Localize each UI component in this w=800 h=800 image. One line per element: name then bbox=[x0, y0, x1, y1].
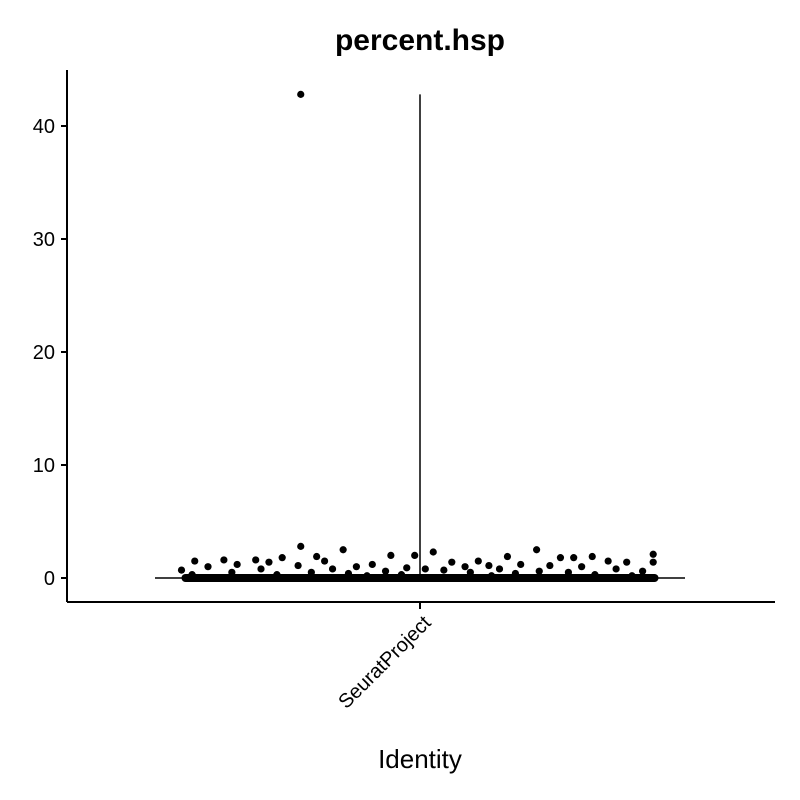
zero-points-band bbox=[181, 574, 659, 582]
data-point bbox=[228, 568, 236, 576]
data-point bbox=[403, 564, 411, 572]
data-point bbox=[474, 557, 482, 565]
data-point bbox=[503, 552, 512, 561]
data-point bbox=[628, 572, 636, 580]
x-tick-label: SeuratProject bbox=[334, 612, 436, 714]
data-point bbox=[578, 563, 586, 571]
data-point bbox=[352, 563, 360, 571]
y-tick-label: 20 bbox=[33, 342, 55, 364]
data-point bbox=[487, 572, 496, 580]
data-point bbox=[421, 565, 429, 573]
axes: 0 10 20 30 40 SeuratProject bbox=[33, 70, 775, 713]
data-point bbox=[328, 565, 337, 573]
data-point bbox=[387, 551, 395, 560]
data-point bbox=[639, 567, 647, 575]
data-point bbox=[612, 565, 620, 573]
data-point bbox=[623, 558, 631, 566]
chart-title: percent.hsp bbox=[335, 24, 505, 57]
data-point bbox=[546, 561, 554, 570]
data-point bbox=[461, 563, 469, 571]
plot-area bbox=[155, 90, 685, 582]
y-tick-label: 10 bbox=[33, 455, 55, 477]
data-point bbox=[381, 567, 390, 575]
data-point bbox=[604, 557, 612, 565]
data-point bbox=[570, 554, 578, 562]
x-axis-title: Identity bbox=[378, 744, 462, 774]
data-point bbox=[294, 561, 302, 570]
data-point bbox=[649, 558, 657, 566]
data-point bbox=[265, 558, 273, 566]
data-point bbox=[533, 546, 541, 554]
data-point bbox=[188, 571, 196, 579]
data-point bbox=[273, 571, 281, 579]
data-point bbox=[591, 571, 599, 579]
data-point bbox=[564, 568, 573, 576]
data-point bbox=[257, 565, 265, 573]
data-point bbox=[535, 567, 543, 575]
data-point bbox=[307, 568, 315, 576]
data-point bbox=[297, 542, 305, 550]
data-point bbox=[339, 546, 347, 554]
data-point bbox=[429, 548, 437, 556]
data-point bbox=[313, 552, 321, 561]
data-point bbox=[495, 565, 504, 573]
data-point bbox=[485, 561, 493, 570]
y-tick-label: 0 bbox=[44, 568, 55, 590]
data-point bbox=[448, 558, 456, 566]
data-point bbox=[411, 551, 419, 560]
data-point bbox=[397, 571, 406, 579]
data-point bbox=[649, 550, 657, 558]
data-point bbox=[440, 566, 448, 574]
data-point bbox=[368, 560, 376, 569]
data-point bbox=[556, 554, 565, 562]
data-point bbox=[191, 557, 199, 565]
data-point bbox=[588, 552, 596, 561]
data-point bbox=[204, 563, 212, 571]
data-point bbox=[278, 554, 286, 562]
data-point bbox=[220, 556, 228, 564]
data-point bbox=[321, 557, 329, 565]
data-point bbox=[297, 90, 305, 98]
data-point bbox=[466, 568, 474, 576]
data-point bbox=[517, 560, 525, 569]
data-point bbox=[344, 569, 353, 578]
data-point bbox=[233, 560, 241, 569]
data-point bbox=[511, 569, 519, 578]
data-point bbox=[363, 572, 371, 580]
data-point bbox=[252, 556, 260, 564]
data-point bbox=[177, 566, 186, 574]
y-tick-label: 40 bbox=[33, 116, 55, 138]
y-tick-label: 30 bbox=[33, 229, 55, 251]
